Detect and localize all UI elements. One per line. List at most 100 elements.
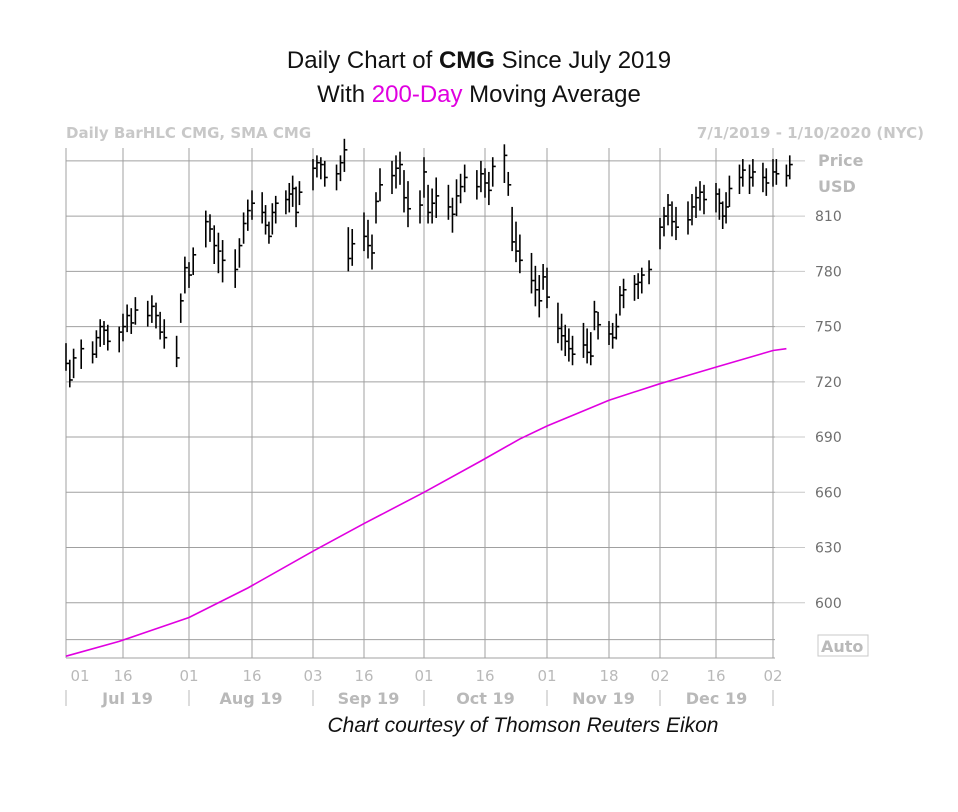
hlc-bar <box>699 181 703 211</box>
hlc-bar <box>459 173 464 204</box>
hlc-bar <box>463 164 468 193</box>
hlc-bar <box>659 217 663 250</box>
hlc-bar <box>209 214 213 242</box>
hlc-bar <box>347 227 352 272</box>
y-tick-label: 600 <box>815 596 842 612</box>
chart-title: Daily Chart of CMG Since July 2019 With … <box>0 44 958 112</box>
hlc-bar <box>597 311 602 340</box>
hlc-bar <box>126 304 131 333</box>
hlc-bar <box>371 234 375 270</box>
hlc-bar <box>95 330 100 358</box>
hlc-bar <box>130 308 135 334</box>
hlc-bar <box>323 160 328 187</box>
hlc-bars <box>65 138 793 388</box>
hlc-bar <box>107 324 111 351</box>
y-tick-label: 750 <box>815 320 842 336</box>
hlc-bar <box>703 184 707 215</box>
hlc-bar <box>586 328 591 364</box>
hlc-bar <box>184 256 188 294</box>
y-tick-label: 810 <box>815 209 842 225</box>
y-axis-label: Price <box>818 151 864 170</box>
hlc-bar <box>491 157 496 187</box>
hlc-bar <box>515 221 519 263</box>
hlc-bar <box>288 182 293 213</box>
hlc-bar <box>312 159 316 191</box>
hlc-bar <box>72 348 77 379</box>
title-ticker: CMG <box>438 47 495 74</box>
y-axis-unit: USD <box>818 177 856 196</box>
hlc-bar <box>217 232 222 274</box>
hlc-bar <box>542 263 547 290</box>
y-tick-label: 690 <box>815 430 842 446</box>
hlc-bar <box>476 170 480 200</box>
hlc-bar <box>298 181 303 206</box>
hlc-bar <box>772 159 776 187</box>
hlc-bar <box>419 190 423 224</box>
hlc-bar <box>738 164 743 195</box>
subtitle-suffix: Moving Average <box>462 81 641 108</box>
x-month-label: Dec 19 <box>686 689 747 708</box>
hlc-bar <box>451 197 456 233</box>
x-tick-label: 16 <box>354 667 373 685</box>
hlc-bar <box>742 159 746 187</box>
hlc-bar <box>435 177 440 218</box>
hlc-bar <box>619 286 623 316</box>
hlc-bar <box>179 293 184 323</box>
x-tick-label: 03 <box>303 667 322 685</box>
hlc-bar <box>205 210 209 248</box>
x-tick-label: 16 <box>242 667 261 685</box>
hlc-bar <box>503 144 508 183</box>
hlc-bar <box>715 182 719 213</box>
hlc-bar <box>571 335 576 366</box>
hlc-bar <box>560 313 565 351</box>
hlc-bar <box>335 164 340 191</box>
hlc-bar <box>788 155 793 180</box>
hlc-bar <box>423 157 427 198</box>
x-month-label: Nov 19 <box>572 689 635 708</box>
hlc-bar <box>728 175 733 207</box>
hlc-bar <box>159 311 164 340</box>
hlc-bar <box>431 188 436 224</box>
hlc-bar <box>530 252 535 294</box>
hlc-bar <box>268 221 272 244</box>
hlc-bar <box>748 164 753 195</box>
hlc-bar <box>339 155 344 182</box>
hlc-bar <box>291 175 296 207</box>
y-tick-label: 660 <box>815 485 842 501</box>
hlc-bar <box>316 155 320 178</box>
x-tick-label: 16 <box>475 667 494 685</box>
hlc-bar <box>379 168 383 202</box>
hlc-bar <box>488 171 492 206</box>
hlc-bar <box>192 247 197 276</box>
hlc-bar <box>775 159 780 185</box>
x-tick-label: 01 <box>179 667 198 685</box>
hlc-bar <box>718 188 723 220</box>
hlc-bar <box>395 155 399 189</box>
hlc-bar <box>507 171 512 196</box>
hlc-bar <box>146 300 151 327</box>
hlc-bar <box>188 262 192 288</box>
hlc-bar <box>363 212 367 252</box>
hlc-bar <box>234 249 239 288</box>
hlc-bar <box>399 151 403 185</box>
chart-credit: Chart courtesy of Thomson Reuters Eikon <box>327 714 719 737</box>
hlc-bar <box>122 313 126 342</box>
x-tick-label: 16 <box>706 667 725 685</box>
hlc-bar <box>213 225 218 264</box>
x-month-label: Aug 19 <box>219 689 282 708</box>
x-tick-label: 01 <box>414 667 433 685</box>
hlc-bar <box>663 206 667 237</box>
hlc-bar <box>546 267 550 309</box>
x-tick-label: 01 <box>537 667 556 685</box>
title-line-1: Daily Chart of CMG Since July 2019 <box>0 44 958 78</box>
hlc-bar <box>118 326 123 353</box>
hlc-bar <box>480 160 484 193</box>
hlc-bar <box>69 359 73 388</box>
hlc-bar <box>367 219 371 259</box>
hlc-bar <box>622 278 627 309</box>
hlc-bar <box>725 192 730 224</box>
hlc-bar <box>511 206 516 252</box>
subtitle-prefix: With <box>317 81 372 108</box>
hlc-bar <box>695 186 699 218</box>
hlc-bar <box>752 159 756 187</box>
